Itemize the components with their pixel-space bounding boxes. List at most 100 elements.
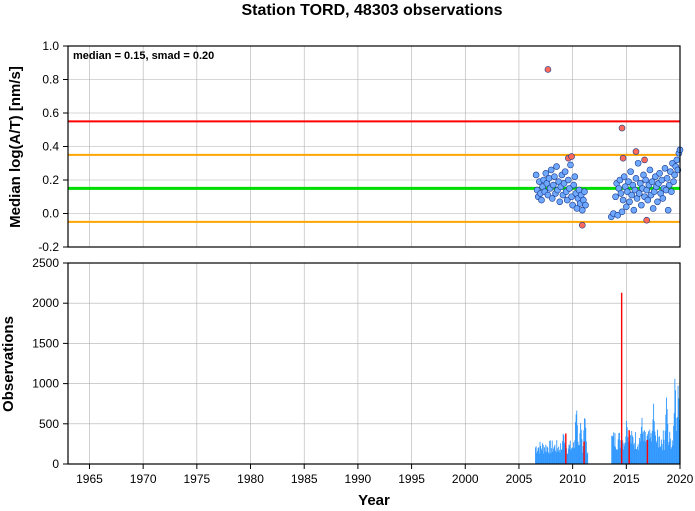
- histogram-bar: [618, 433, 620, 464]
- y-tick-label: -0.2: [38, 240, 59, 254]
- histogram-bar: [575, 414, 577, 464]
- scatter-point: [625, 178, 632, 185]
- scatter-point: [648, 178, 656, 185]
- scatter-point: [532, 171, 540, 179]
- histogram-bar: [631, 435, 633, 464]
- highlight-bar: [565, 433, 567, 464]
- scatter-point: [663, 175, 671, 182]
- y-tick-label: 0.0: [42, 207, 59, 221]
- histogram-bar: [668, 441, 670, 464]
- histogram-bar: [535, 446, 537, 464]
- histogram-bar: [644, 431, 646, 464]
- histogram-bar: [657, 436, 659, 464]
- histogram-bar: [587, 452, 589, 464]
- histogram-bar: [585, 441, 587, 464]
- scatter-point: [612, 193, 619, 201]
- scatter-point: [614, 211, 622, 219]
- histogram-bar: [560, 443, 562, 464]
- histogram-bar: [540, 448, 542, 464]
- histogram-bar: [664, 449, 666, 464]
- histogram-bar: [676, 431, 678, 464]
- x-axis-label: Year: [358, 492, 390, 509]
- scatter-point: [619, 196, 627, 204]
- histogram-bar: [542, 443, 544, 464]
- histogram-bar: [626, 427, 628, 464]
- histogram-bar: [645, 441, 647, 464]
- histogram-bar: [584, 418, 585, 464]
- histogram-bar: [570, 449, 572, 464]
- histogram-bar: [567, 448, 569, 464]
- histogram-bar: [633, 443, 635, 464]
- scatter-grid: [68, 45, 681, 248]
- histogram-bar: [673, 413, 675, 464]
- histogram-bar: [537, 448, 539, 464]
- histogram-bar: [612, 436, 614, 464]
- histogram-bar: [580, 423, 582, 464]
- histogram-bar: [633, 445, 635, 464]
- scatter-point: [652, 173, 659, 180]
- histogram-bar: [539, 441, 541, 464]
- scatter-point: [548, 195, 556, 202]
- histogram-bar: [634, 449, 636, 464]
- histogram-bar: [655, 442, 657, 464]
- scatter-point: [649, 205, 657, 212]
- scatter-point: [670, 178, 677, 185]
- y-tick-label: 1500: [32, 336, 59, 350]
- histogram-bar: [675, 417, 677, 464]
- histogram-bar: [550, 452, 552, 464]
- histogram-bar: [636, 449, 638, 464]
- histogram-bar: [553, 448, 554, 464]
- histogram-bar: [642, 433, 644, 464]
- outlier-point: [641, 156, 648, 164]
- scatter-point: [668, 188, 675, 196]
- histogram-bar: [678, 419, 680, 464]
- histogram-bar: [562, 441, 564, 464]
- histogram-bar: [672, 445, 674, 464]
- histogram-bar: [669, 431, 671, 464]
- histogram-bar: [619, 432, 620, 464]
- scatter-point: [617, 190, 625, 197]
- histogram-bar: [671, 440, 673, 464]
- histogram-bar: [558, 449, 560, 464]
- histogram-bar: [584, 419, 586, 464]
- scatter-point: [581, 188, 588, 196]
- y-tick-label: 0.2: [42, 173, 59, 187]
- histogram-bar: [658, 447, 660, 464]
- histogram-bar: [562, 433, 564, 464]
- histogram-bar: [553, 446, 555, 464]
- scatter-point: [566, 185, 573, 192]
- histogram-bar: [630, 443, 632, 464]
- histogram-bar: [615, 449, 617, 464]
- highlight-bar: [628, 430, 630, 464]
- histogram-bar: [617, 450, 618, 464]
- scatter-point: [656, 170, 663, 177]
- histogram-bar: [644, 430, 646, 464]
- histogram-bar: [657, 429, 658, 464]
- histogram-bar: [574, 440, 576, 464]
- scatter-point: [665, 181, 673, 189]
- histogram-bar: [650, 433, 652, 464]
- scatter-point: [631, 186, 639, 194]
- x-tick-label: 1995: [398, 472, 425, 486]
- histogram-bar: [574, 422, 576, 464]
- histogram-grid: [68, 262, 681, 465]
- histogram-bar: [640, 427, 642, 464]
- histogram-bar: [554, 444, 556, 464]
- histogram-bar: [576, 410, 578, 464]
- histogram-bar: [541, 450, 543, 464]
- histogram-bar: [659, 447, 661, 464]
- histogram-bar: [549, 440, 551, 464]
- histogram-bar: [558, 446, 560, 464]
- histogram-bar: [620, 440, 622, 464]
- histogram-bar: [635, 432, 637, 464]
- histogram-bar: [538, 447, 540, 464]
- histogram-bar: [616, 448, 618, 464]
- histogram-bar: [552, 451, 554, 464]
- outlier-point: [578, 221, 586, 229]
- histogram-bar: [654, 431, 656, 464]
- histogram-bar: [637, 444, 639, 464]
- histogram-bar: [658, 436, 660, 464]
- outlier-point: [544, 66, 552, 73]
- scatter-point: [626, 198, 633, 206]
